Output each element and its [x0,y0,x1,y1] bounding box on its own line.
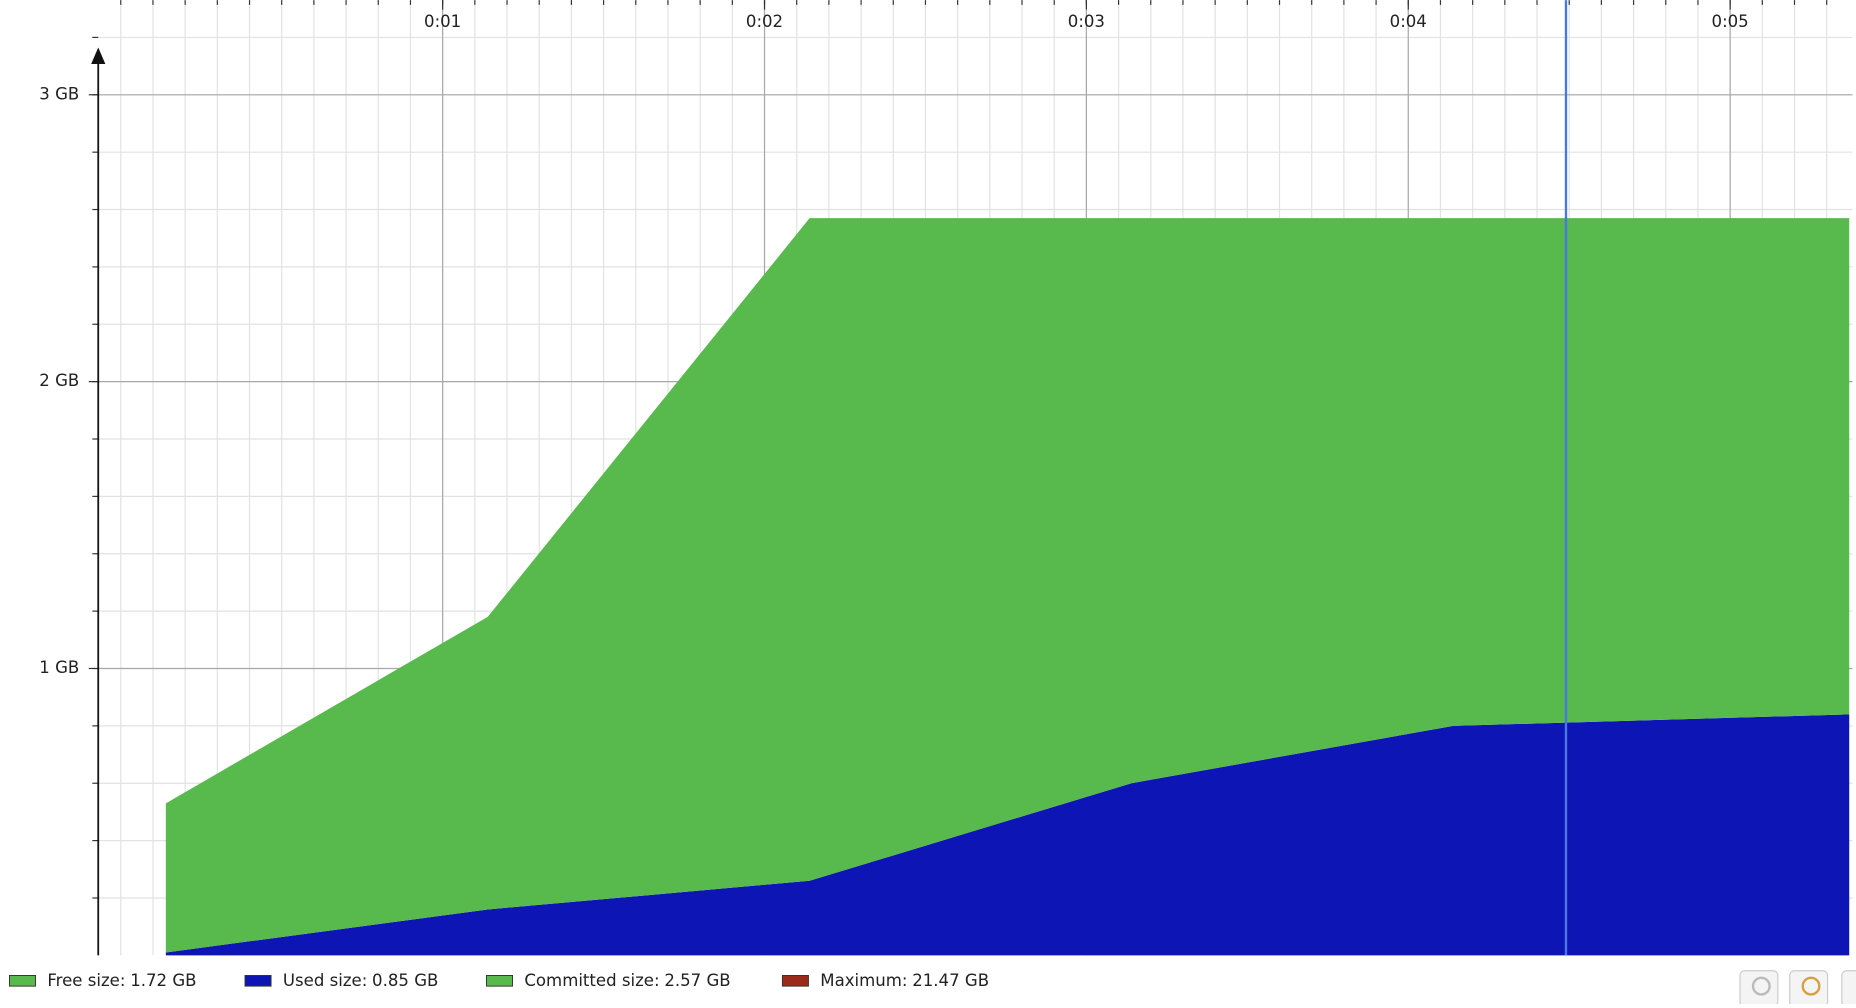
x-tick-label: 0:02 [746,12,783,31]
legend: Free size: 1.72 GB Used size: 0.85 GB Commit… [8,971,989,990]
legend-swatch [486,974,514,987]
x-tick-label: 0:05 [1712,12,1749,31]
y-tick-label: 2 GB [39,371,79,390]
y-tick-label: 1 GB [39,658,79,677]
zoom-in-icon [1751,976,1771,996]
x-tick-label: 0:04 [1390,12,1427,31]
x-tick-label: 0:01 [424,12,461,31]
legend-swatch [244,974,272,987]
legend-label: Free size: [47,971,125,990]
y-tick-label: 3 GB [39,84,79,103]
legend-label: Committed size: [524,971,659,990]
area [165,218,1850,953]
legend-swatch [8,974,36,987]
x-tick-label: 0:03 [1068,12,1105,31]
legend-value: 1.72 GB [130,971,196,990]
area [165,714,1850,956]
more-button[interactable] [1841,970,1856,1007]
zoom-in-button[interactable] [1739,970,1779,1007]
legend-value: 0.85 GB [372,971,438,990]
legend-value: 21.47 GB [912,971,989,990]
legend-swatch [781,974,809,987]
y-axis-arrow [91,47,106,65]
areas [165,0,1850,956]
legend-value: 2.57 GB [664,971,730,990]
zoom-out-icon [1801,976,1821,996]
axes: 0:01 0:02 0:03 0:04 0:05 1 GB 2 GB 3 GB [39,0,1828,956]
zoom-out-button[interactable] [1789,970,1829,1007]
legend-label: Maximum: [820,971,907,990]
legend-label: Used size: [283,971,367,990]
